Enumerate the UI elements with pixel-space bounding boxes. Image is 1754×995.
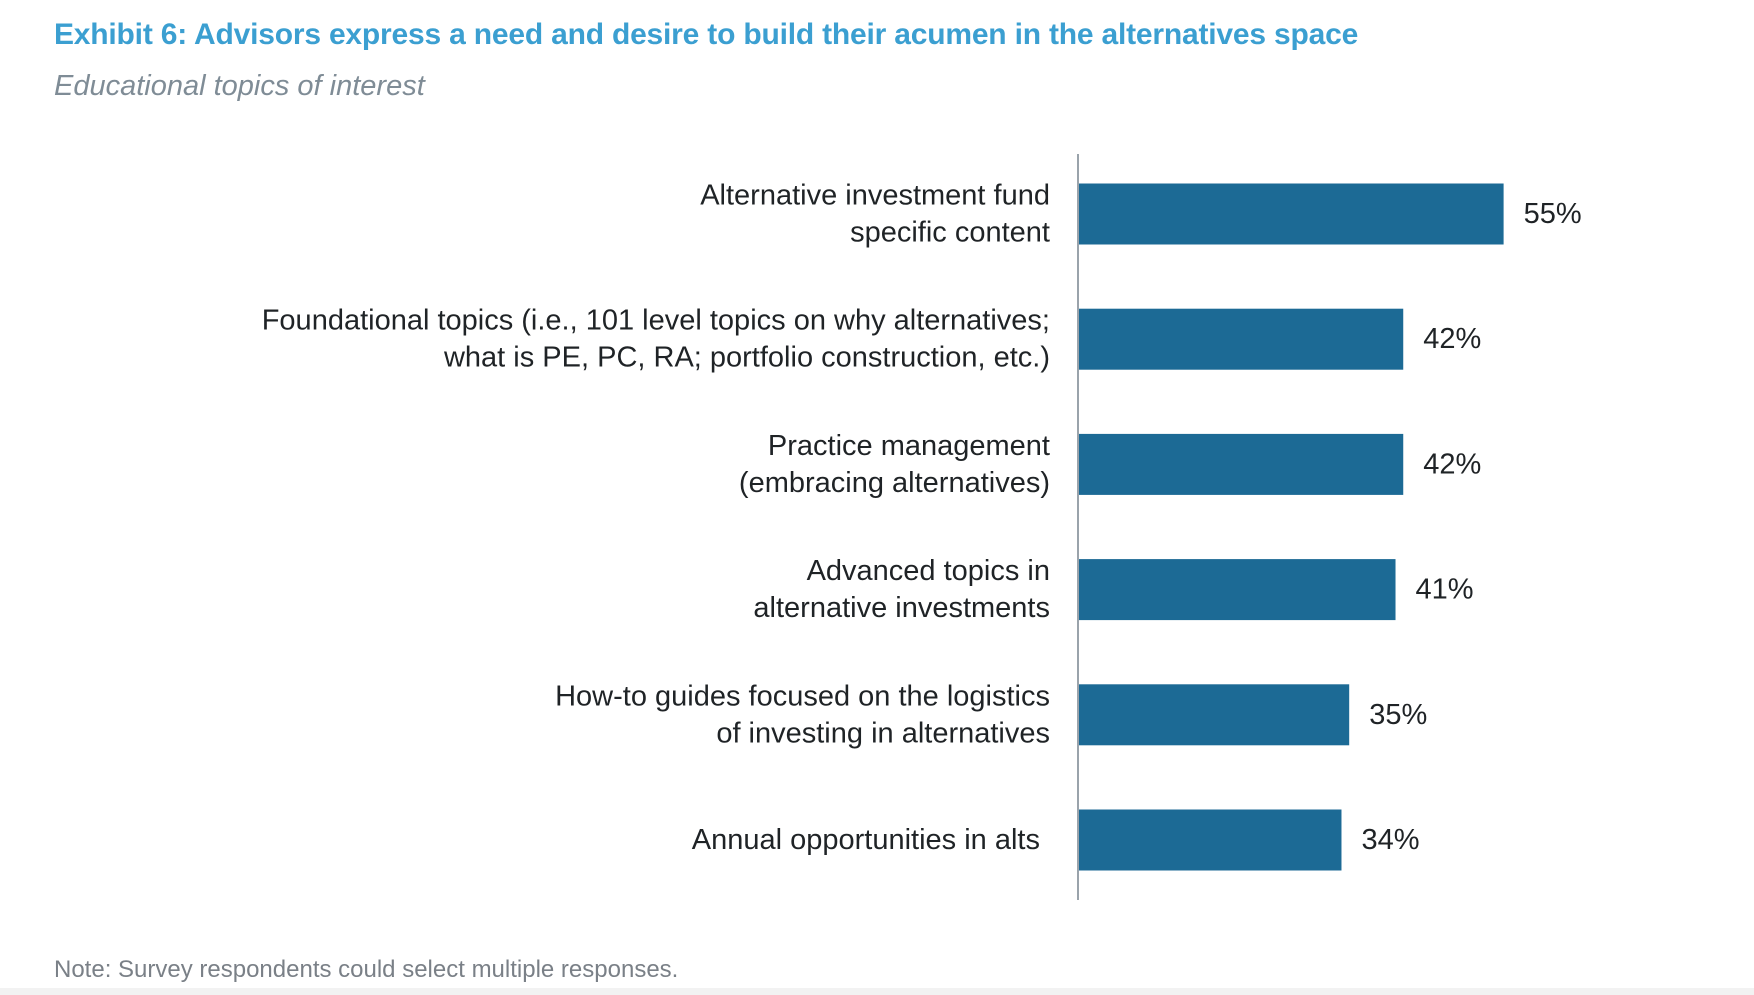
footer-strip: [0, 988, 1754, 995]
category-label-line: what is PE, PC, RA; portfolio constructi…: [443, 342, 1050, 374]
bar-1: [1079, 183, 1504, 245]
category-labels-group: Alternative investment fund specific cont…: [262, 180, 1050, 857]
bar-2: [1079, 308, 1404, 370]
category-label-line: Advanced topics in: [807, 555, 1050, 587]
chart-subtitle: Educational topics of interest: [54, 70, 425, 102]
category-label-line: alternative investments: [753, 592, 1050, 624]
value-label-2: 42%: [1423, 323, 1481, 355]
value-label-3: 42%: [1423, 448, 1481, 480]
value-label-6: 34%: [1361, 824, 1419, 856]
category-label-line: Annual opportunities in alts: [692, 824, 1040, 856]
value-label-1: 55%: [1524, 198, 1582, 230]
bar-3: [1079, 433, 1404, 495]
category-label-line: Alternative investment fund: [700, 180, 1050, 212]
value-label-4: 41%: [1416, 574, 1474, 606]
category-label-6: Annual opportunities in alts: [692, 824, 1040, 856]
category-label-2: Foundational topics (i.e., 101 level top…: [262, 305, 1050, 374]
category-label-line: of investing in alternatives: [716, 717, 1050, 749]
chart-note: Note: Survey respondents could select mu…: [54, 956, 679, 983]
category-label-line: Foundational topics (i.e., 101 level top…: [262, 305, 1050, 337]
category-label-4: Advanced topics in alternative investment…: [753, 555, 1050, 624]
category-label-line: specific content: [850, 217, 1050, 249]
bar-5: [1079, 684, 1350, 746]
category-label-5: How-to guides focused on the logistics of…: [555, 680, 1050, 749]
value-labels-group: 55% 42% 42% 41% 35% 34%: [1361, 198, 1581, 856]
bar-6: [1079, 809, 1342, 871]
category-label-line: Practice management: [768, 430, 1050, 462]
category-label-3: Practice management (embracing alternativ…: [739, 430, 1050, 499]
bars-group: [1079, 183, 1504, 871]
value-label-5: 35%: [1369, 699, 1427, 731]
category-label-1: Alternative investment fund specific cont…: [700, 180, 1050, 249]
category-label-line: How-to guides focused on the logistics: [555, 680, 1050, 712]
chart-title: Exhibit 6: Advisors express a need and d…: [54, 18, 1359, 51]
category-label-line: (embracing alternatives): [739, 467, 1050, 499]
bar-4: [1079, 559, 1396, 621]
